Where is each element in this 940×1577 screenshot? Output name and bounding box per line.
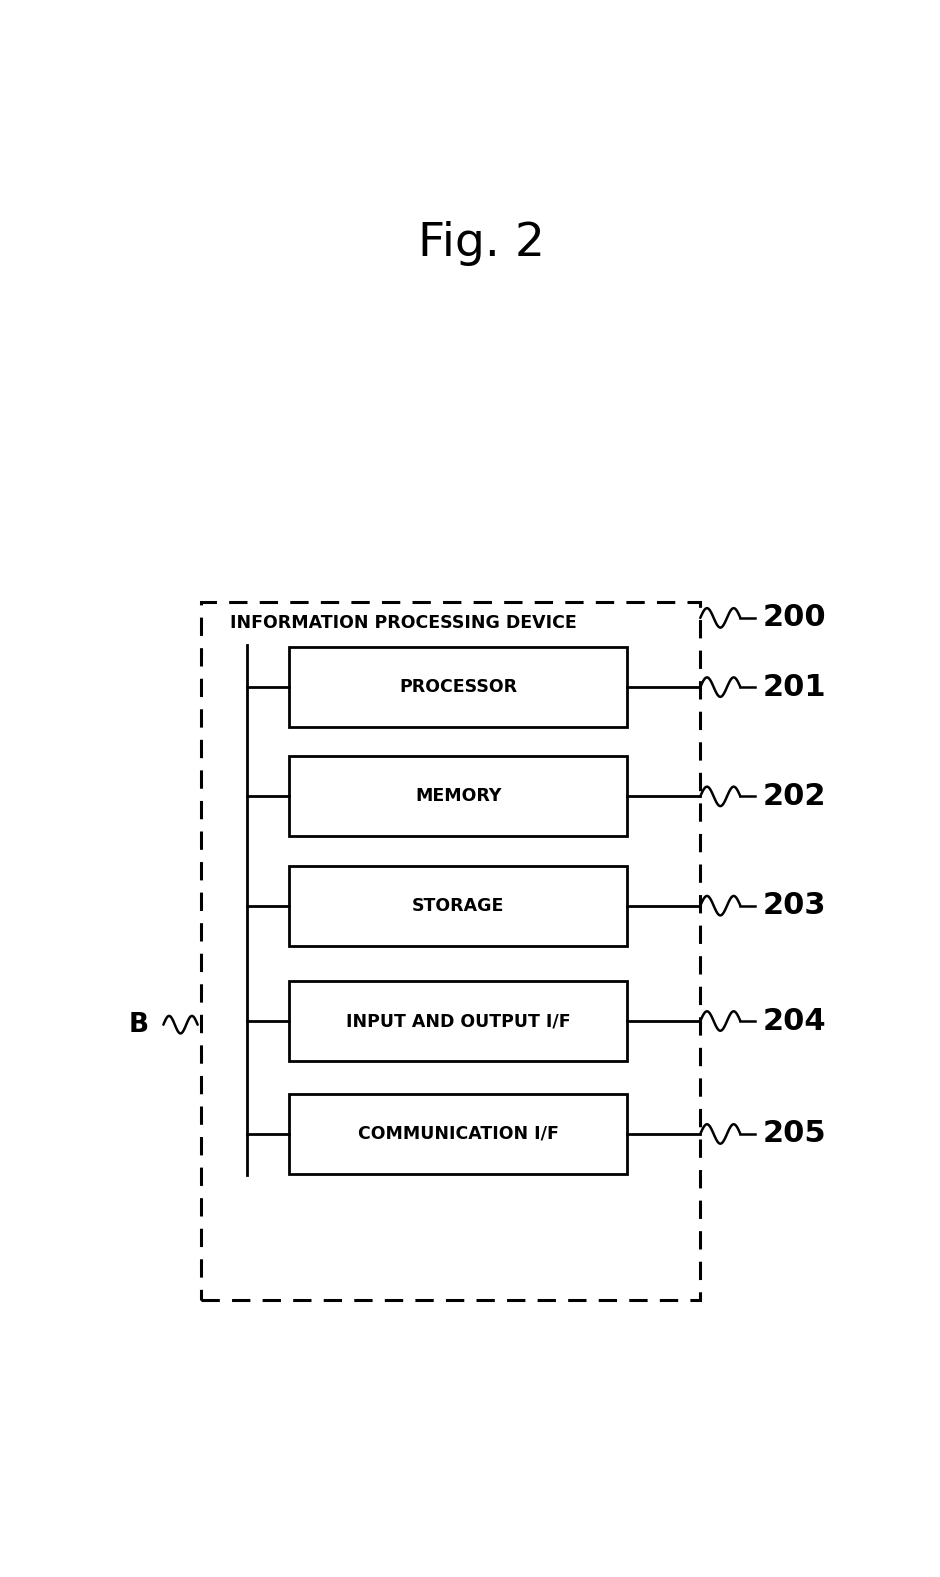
Text: B: B	[129, 1012, 149, 1038]
Bar	[289, 866, 628, 946]
Text: 201: 201	[762, 673, 826, 702]
Text: COMMUNICATION I/F: COMMUNICATION I/F	[357, 1124, 558, 1143]
Bar	[289, 981, 628, 1061]
Text: 204: 204	[762, 1006, 826, 1036]
Text: INPUT AND OUTPUT I/F: INPUT AND OUTPUT I/F	[346, 1012, 571, 1030]
Text: Fig. 2: Fig. 2	[418, 221, 545, 267]
Text: STORAGE: STORAGE	[412, 897, 504, 915]
Text: 205: 205	[762, 1120, 826, 1148]
Text: 203: 203	[762, 891, 825, 919]
Bar	[289, 757, 628, 836]
Text: 200: 200	[762, 604, 826, 632]
Text: 202: 202	[762, 782, 825, 811]
Text: MEMORY: MEMORY	[415, 787, 501, 806]
Bar	[201, 602, 700, 1301]
Bar	[289, 647, 628, 727]
Text: INFORMATION PROCESSING DEVICE: INFORMATION PROCESSING DEVICE	[230, 613, 577, 632]
Bar	[289, 1094, 628, 1173]
Text: PROCESSOR: PROCESSOR	[399, 678, 517, 695]
